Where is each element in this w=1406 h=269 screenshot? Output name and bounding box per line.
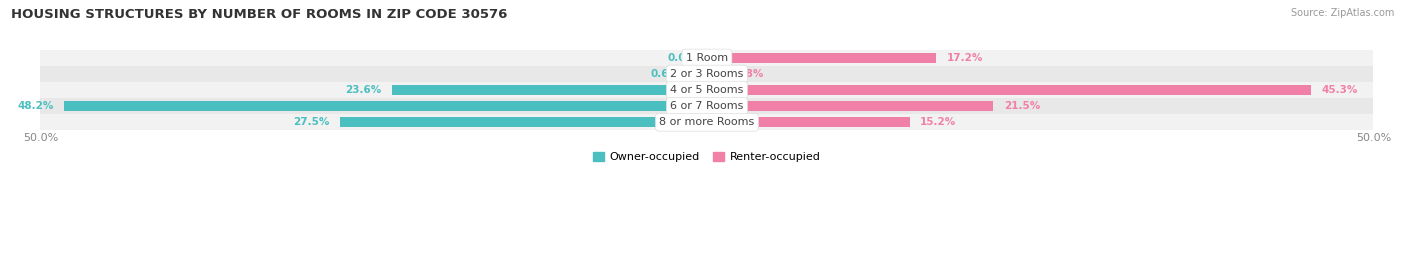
Text: 15.2%: 15.2%: [920, 117, 956, 127]
Bar: [707, 101, 994, 111]
Text: 17.2%: 17.2%: [946, 53, 983, 63]
Text: 27.5%: 27.5%: [294, 117, 330, 127]
Text: 1 Room: 1 Room: [686, 53, 728, 63]
Bar: [707, 85, 1310, 95]
Text: 0.0%: 0.0%: [668, 53, 696, 63]
Bar: [41, 50, 1374, 66]
Text: 48.2%: 48.2%: [17, 101, 53, 111]
Text: Source: ZipAtlas.com: Source: ZipAtlas.com: [1291, 8, 1395, 18]
Text: 21.5%: 21.5%: [1004, 101, 1040, 111]
Bar: [65, 101, 707, 111]
Bar: [697, 69, 707, 79]
Text: 8 or more Rooms: 8 or more Rooms: [659, 117, 755, 127]
Bar: [41, 98, 1374, 114]
Bar: [340, 117, 707, 127]
Text: HOUSING STRUCTURES BY NUMBER OF ROOMS IN ZIP CODE 30576: HOUSING STRUCTURES BY NUMBER OF ROOMS IN…: [11, 8, 508, 21]
Legend: Owner-occupied, Renter-occupied: Owner-occupied, Renter-occupied: [589, 147, 825, 167]
Bar: [707, 53, 936, 63]
Bar: [41, 66, 1374, 82]
Text: 2 or 3 Rooms: 2 or 3 Rooms: [671, 69, 744, 79]
Text: 4 or 5 Rooms: 4 or 5 Rooms: [671, 85, 744, 95]
Bar: [392, 85, 707, 95]
Text: 0.69%: 0.69%: [651, 69, 688, 79]
Bar: [41, 114, 1374, 130]
Text: 45.3%: 45.3%: [1322, 85, 1358, 95]
Text: 23.6%: 23.6%: [346, 85, 381, 95]
Bar: [707, 69, 717, 79]
Text: 6 or 7 Rooms: 6 or 7 Rooms: [671, 101, 744, 111]
Text: 0.78%: 0.78%: [728, 69, 765, 79]
Bar: [707, 117, 910, 127]
Bar: [41, 82, 1374, 98]
